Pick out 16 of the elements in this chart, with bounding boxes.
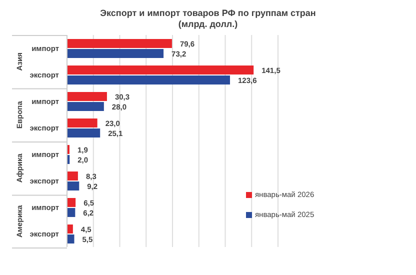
bar — [67, 92, 107, 101]
bar — [67, 102, 104, 111]
bar — [67, 182, 80, 190]
chart-title: Экспорт и импорт товаров РФ по группам стран — [99, 8, 317, 19]
bar — [67, 76, 230, 84]
bar — [67, 224, 73, 234]
bar — [67, 128, 100, 138]
bar — [67, 49, 164, 58]
chart-subtitle: (млрд. долл.) — [177, 19, 239, 30]
bar — [67, 172, 78, 180]
bar — [67, 66, 254, 74]
bar — [67, 234, 74, 244]
bar — [67, 39, 172, 48]
bar — [67, 198, 76, 207]
bar — [67, 208, 76, 217]
bar — [67, 118, 98, 128]
